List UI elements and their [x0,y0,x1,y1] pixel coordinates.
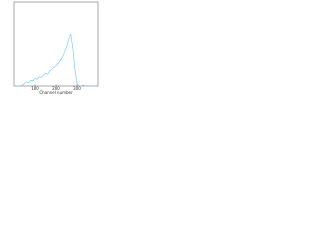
chart: Channel number 100 200 300 [13,1,99,95]
plot-frame [13,1,99,87]
x-axis-label: Channel number [39,90,73,95]
data-line [14,33,96,87]
x-tick-label: 200 [52,86,60,91]
x-tick-label: 100 [31,86,39,91]
x-tick-label: 300 [73,86,81,91]
